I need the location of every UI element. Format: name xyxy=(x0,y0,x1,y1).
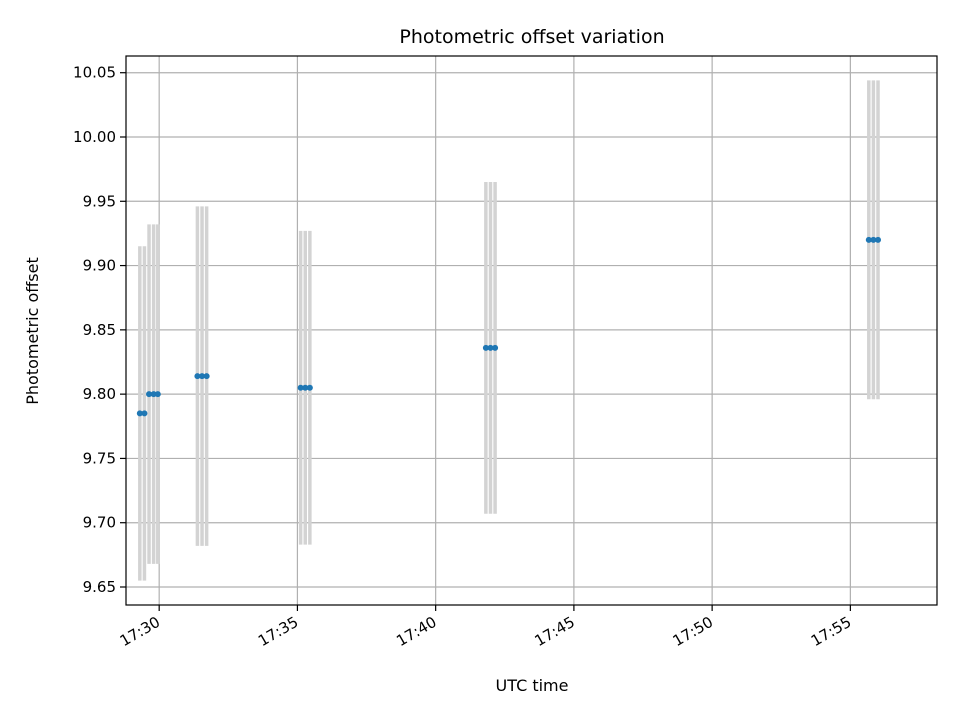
y-tick-label: 9.85 xyxy=(83,321,116,339)
data-point xyxy=(203,373,210,380)
data-point xyxy=(199,373,206,380)
data-point xyxy=(297,384,304,391)
y-tick-label: 9.95 xyxy=(83,192,116,210)
data-point xyxy=(136,410,143,417)
chart-title: Photometric offset variation xyxy=(399,26,664,48)
x-axis-label: UTC time xyxy=(496,676,569,695)
y-tick-label: 9.75 xyxy=(83,449,116,467)
data-point xyxy=(302,384,309,391)
plot-frame xyxy=(125,55,938,606)
data-point xyxy=(194,373,201,380)
data-point xyxy=(154,391,161,398)
y-tick-label: 9.70 xyxy=(83,514,116,532)
data-point xyxy=(150,391,157,398)
data-point xyxy=(865,236,872,243)
plot-area xyxy=(126,56,937,605)
data-point xyxy=(870,236,877,243)
data-point xyxy=(875,236,882,243)
data-points xyxy=(136,236,882,417)
y-tick-label: 9.80 xyxy=(83,385,116,403)
data-point xyxy=(306,384,313,391)
data-point xyxy=(482,344,489,351)
data-point xyxy=(141,410,148,417)
y-tick-label: 9.65 xyxy=(83,578,116,596)
y-tick-label: 9.90 xyxy=(83,257,116,275)
data-point xyxy=(487,344,494,351)
data-point xyxy=(146,391,153,398)
y-axis-label: Photometric offset xyxy=(23,257,42,405)
data-point xyxy=(492,344,499,351)
y-tick-label: 10.00 xyxy=(73,128,116,146)
y-tick-label: 10.05 xyxy=(73,64,116,82)
y-axis: 9.65 9.70 9.75 9.80 9.85 9.90 9.95 10.00 10.05 xyxy=(73,64,126,596)
grid xyxy=(126,56,937,605)
